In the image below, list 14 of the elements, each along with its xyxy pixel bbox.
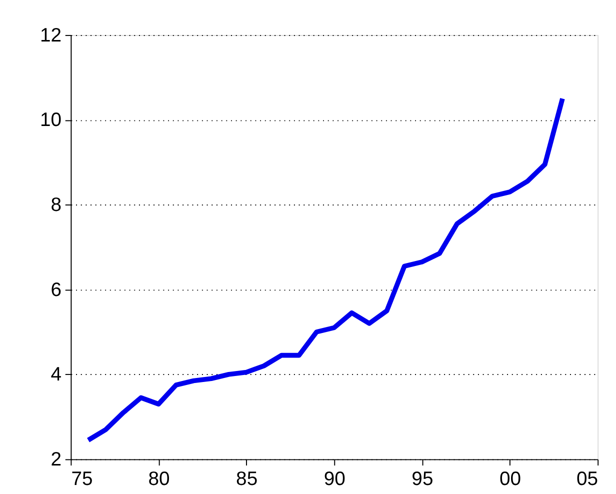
x-tick-label: 95 <box>412 468 434 490</box>
y-tick-label: 4 <box>50 364 62 386</box>
x-tick-label: 90 <box>324 468 346 490</box>
x-tick-label: 05 <box>576 468 598 490</box>
x-tick-label: 00 <box>499 468 522 490</box>
y-tick-label: 8 <box>50 194 62 216</box>
line-series <box>86 96 565 443</box>
x-tick-label: 85 <box>236 468 258 490</box>
y-tick-label: 10 <box>40 109 62 132</box>
x-tick-label: 80 <box>148 468 170 490</box>
y-tick-label: 6 <box>50 278 62 301</box>
y-tick-label: 12 <box>40 24 62 46</box>
x-tick-label: 75 <box>71 468 93 490</box>
y-tick-label: 2 <box>50 448 62 471</box>
